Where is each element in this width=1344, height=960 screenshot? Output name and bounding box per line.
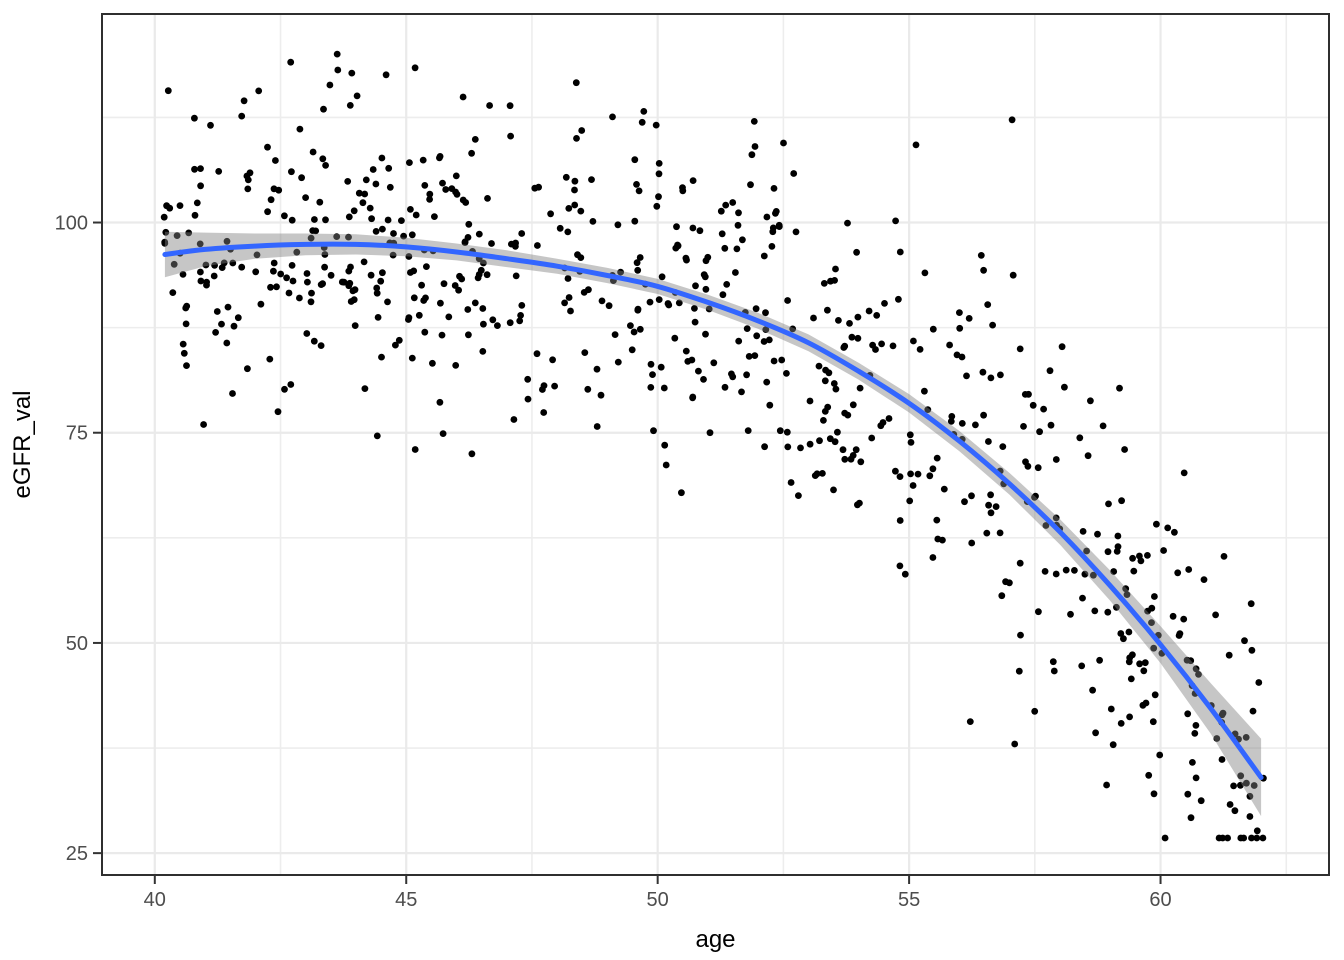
- x-tick-label: 40: [144, 889, 166, 911]
- points-layer: [160, 50, 1267, 842]
- x-axis-title: age: [695, 926, 735, 953]
- y-tick-label: 50: [66, 633, 88, 655]
- x-tick-label: 45: [395, 889, 417, 911]
- y-tick-label: 75: [66, 423, 88, 445]
- x-tick-label: 50: [647, 889, 669, 911]
- y-axis-title: eGFR_val: [9, 390, 36, 498]
- x-tick-label: 55: [898, 889, 920, 911]
- y-tick-label: 25: [66, 843, 88, 865]
- axis-ticks-layer: 40 45 50 55 60 25 50 75 100: [55, 213, 1172, 911]
- confidence-band: [164, 231, 1262, 817]
- y-tick-label: 100: [55, 213, 88, 235]
- smooth-line: [162, 241, 1264, 780]
- x-tick-label: 60: [1149, 889, 1171, 911]
- panel-border: [101, 13, 1330, 876]
- plot-panel: [102, 14, 1329, 875]
